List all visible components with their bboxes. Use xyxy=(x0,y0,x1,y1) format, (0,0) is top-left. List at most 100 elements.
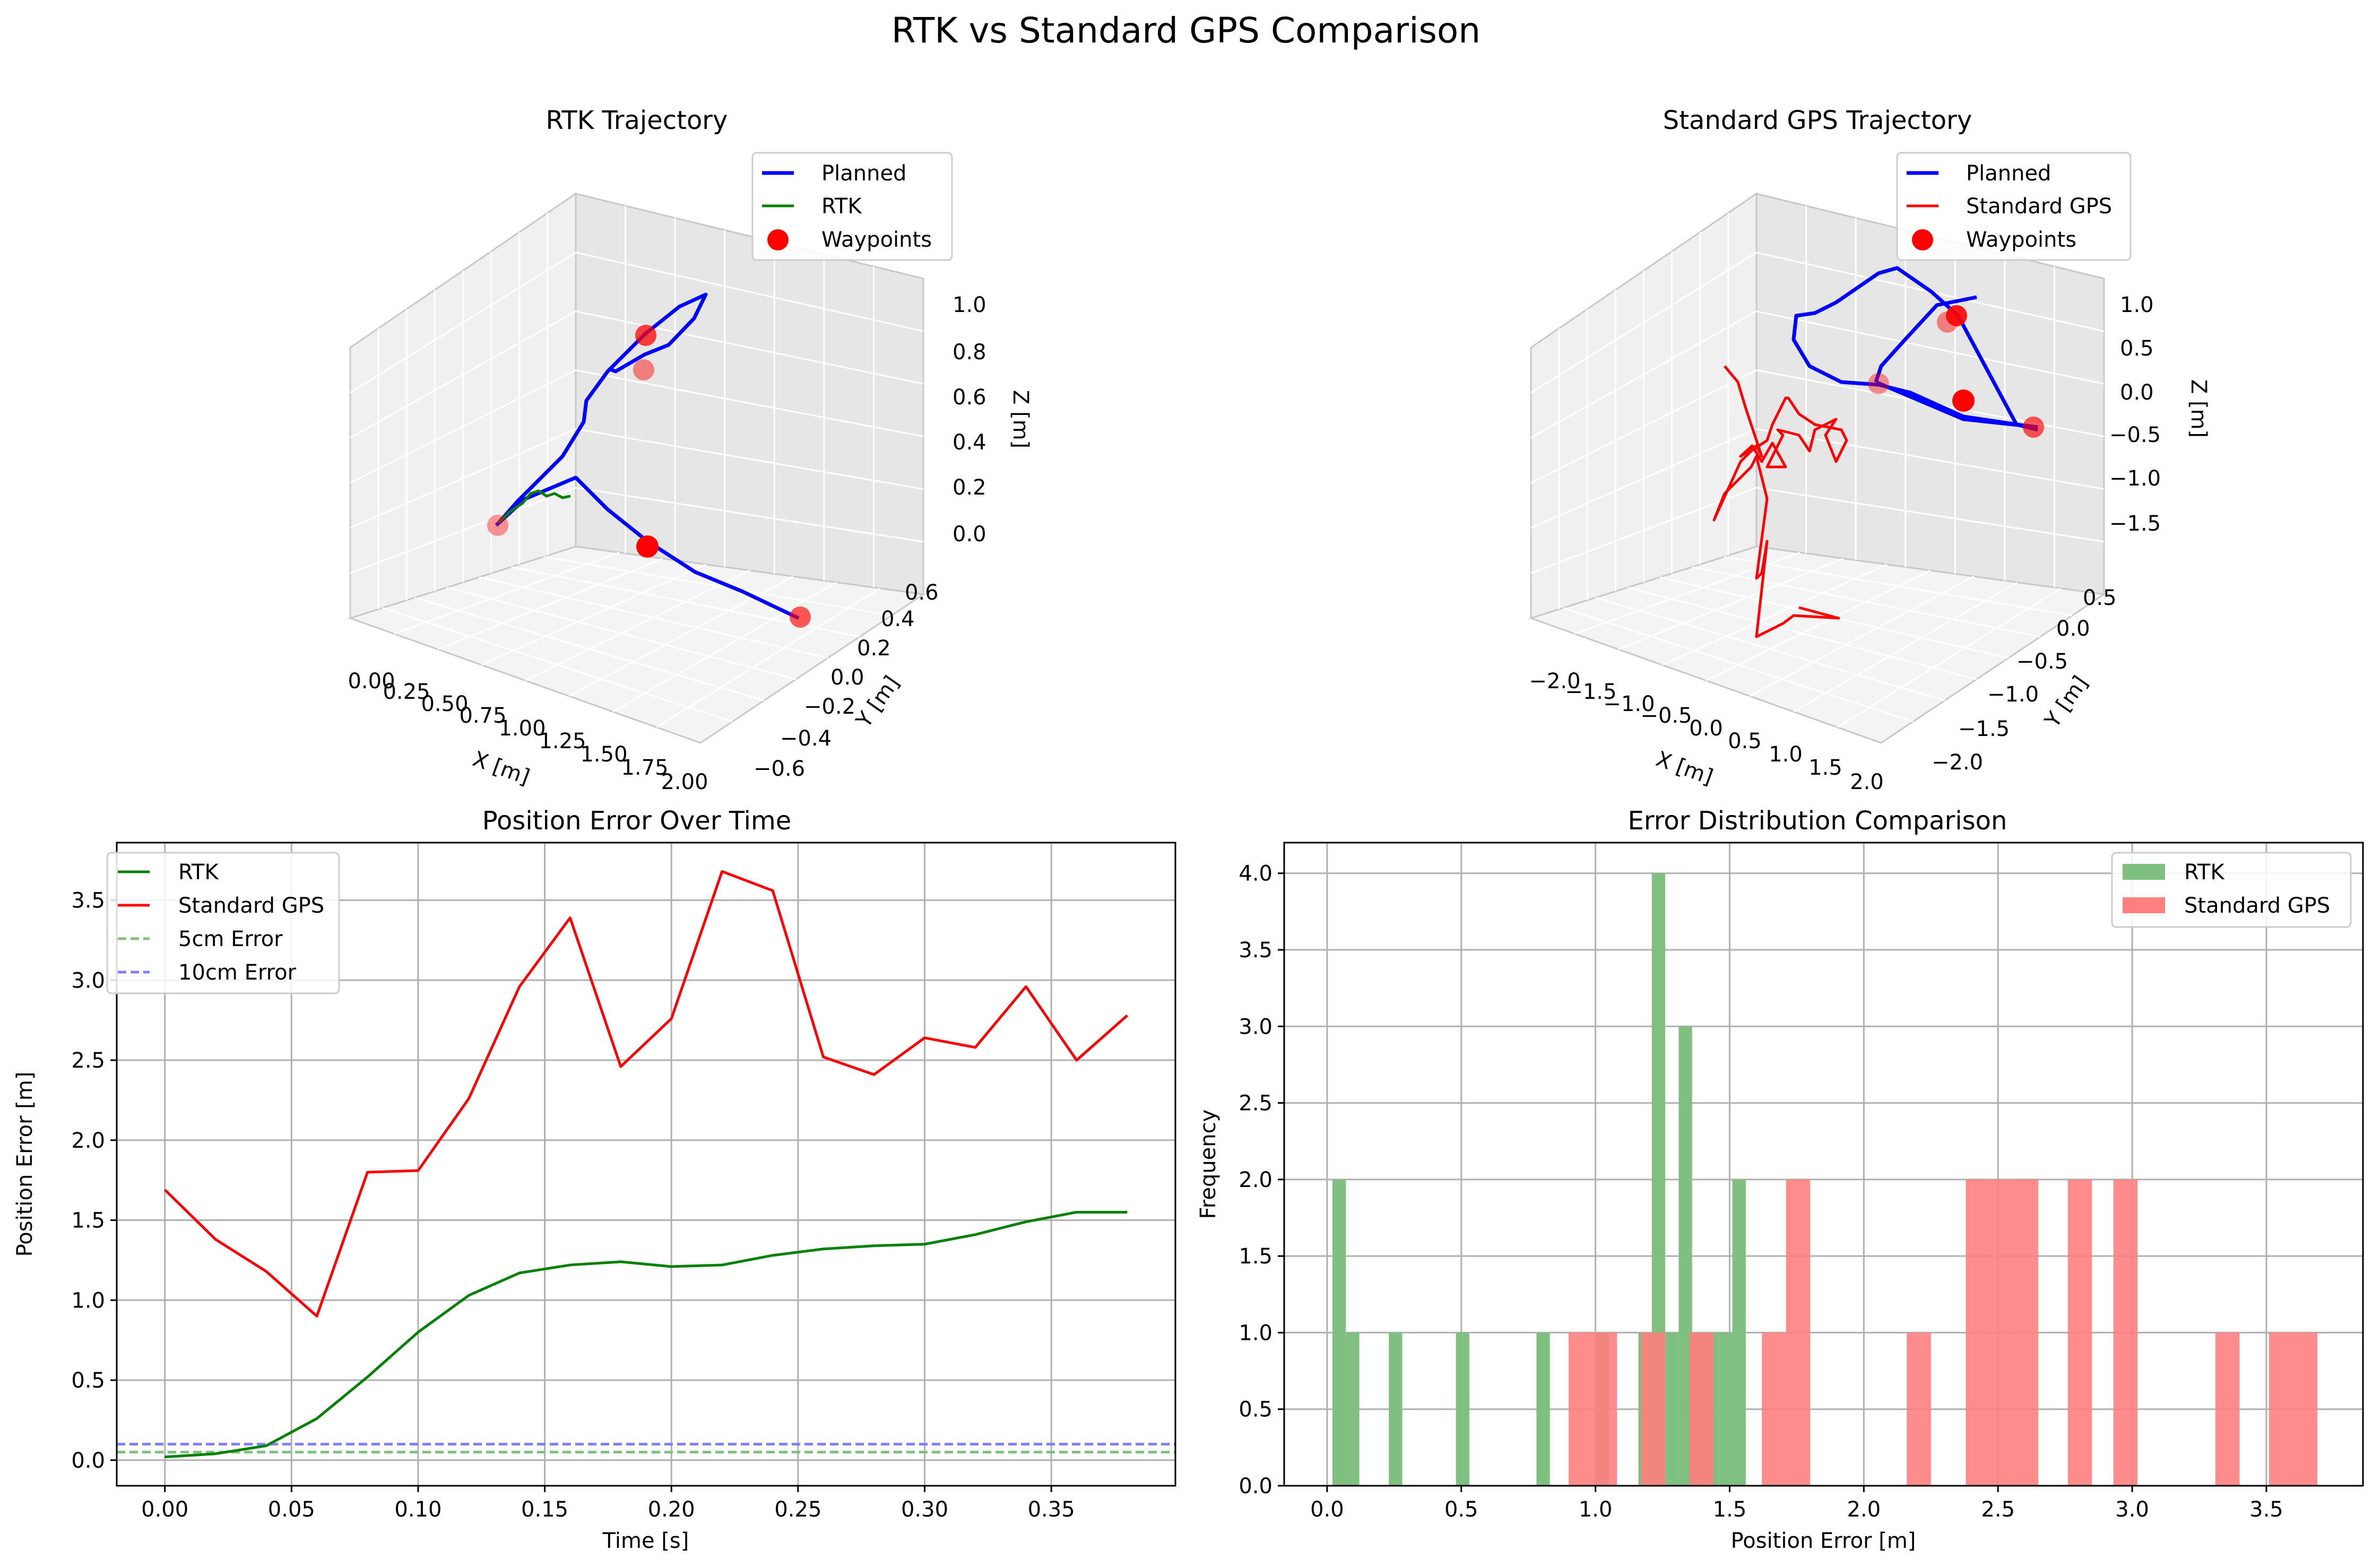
error-distribution-ticks: 0.0 0.5 1.0 1.5 2.0 2.5 3.0 3.5 0.0 0.5 1.0 1.5 2.0 2… xyxy=(1239,862,2283,1522)
pane-gridline xyxy=(575,428,924,490)
pane-gridline xyxy=(1692,566,2041,638)
gps-z-tick: 0.0 xyxy=(2120,380,2154,405)
rtk-z-tick: 0.6 xyxy=(953,385,986,410)
standard-gps-histogram-bar xyxy=(1641,1332,1666,1486)
position-error-panel: Position Error Over Time 0.00 0.05 0.10 0.1… xyxy=(13,806,1176,1553)
gps-trajectory-title: Standard GPS Trajectory xyxy=(1663,106,1972,135)
gps-x-axis-label: X [m] xyxy=(1653,747,1716,790)
pane-gridline xyxy=(656,587,880,728)
error-distribution-legend-standard-gps: Standard GPS xyxy=(2184,894,2330,918)
rtk-pane-floor xyxy=(348,545,926,744)
pane-gridline xyxy=(575,310,924,385)
pane-gridline xyxy=(437,558,663,651)
rtk-y-tick: 0.2 xyxy=(857,636,891,661)
y-tick-label: 1.0 xyxy=(71,1288,105,1313)
gps-trajectory-panel: Standard GPS Trajectory −2.0 −1.5 −1.0 −… xyxy=(1528,106,2211,794)
gps-y-tick: −2.0 xyxy=(1932,750,1983,775)
gps-z-axis-label: Z [m] xyxy=(2186,379,2211,438)
rtk-waypoint-marker xyxy=(487,515,508,536)
x-tick-label: 0.10 xyxy=(394,1497,441,1522)
rtk-waypoint-marker xyxy=(790,607,811,628)
rtk-x-tick: 1.25 xyxy=(539,729,586,753)
x-tick-label: 0.35 xyxy=(1028,1497,1075,1522)
rtk-x-tick: 0.00 xyxy=(348,669,395,694)
x-tick-label: 2.0 xyxy=(1847,1497,1881,1522)
rtk-error-line xyxy=(165,1210,1128,1459)
y-tick-label: 0.5 xyxy=(1239,1398,1272,1422)
standard-gps-histogram-bar xyxy=(2113,1179,2138,1486)
gps-legend-planned: Planned xyxy=(1966,161,2051,186)
y-tick-label: 2.0 xyxy=(71,1129,105,1153)
rtk-z-tick: 0.4 xyxy=(953,430,986,455)
standard-gps-histogram-bar xyxy=(1907,1332,1931,1486)
rtk-histogram-bar xyxy=(1665,1332,1679,1486)
x-tick-label: 0.30 xyxy=(901,1497,948,1522)
standard-gps-histogram-bar xyxy=(2014,1179,2039,1486)
rtk-x-tick: 0.50 xyxy=(421,692,468,716)
position-error-legend-standard-gps: Standard GPS xyxy=(178,894,324,918)
gps-legend-waypoint-swatch xyxy=(1912,229,1933,250)
x-tick-label: 0.05 xyxy=(268,1497,315,1522)
rtk-z-tick: 0.8 xyxy=(953,340,986,365)
pane-gridline xyxy=(1756,487,2105,543)
position-error-lines xyxy=(117,870,1175,1459)
gps-y-tick: −1.5 xyxy=(1958,717,2010,741)
x-tick-label: 0.5 xyxy=(1444,1497,1478,1522)
y-tick-label: 1.5 xyxy=(1239,1244,1272,1269)
gps-y-tick: 0.0 xyxy=(2056,617,2090,641)
rtk-legend: Planned RTK Waypoints xyxy=(751,152,953,261)
rtk-waypoint-marker xyxy=(635,325,656,346)
gps-measured-line xyxy=(1712,365,1848,638)
x-tick-label: 2.5 xyxy=(1981,1497,2015,1522)
rtk-x-tick: 0.25 xyxy=(383,680,430,704)
pane-gridline xyxy=(575,487,924,543)
gps-waypoint-marker xyxy=(1868,373,1889,394)
standard-gps-histogram-bar xyxy=(1762,1332,1786,1486)
error-distribution-legend-rtk-swatch xyxy=(2123,864,2165,880)
pane-gridline xyxy=(1724,556,2073,617)
gps-planned-line xyxy=(1878,383,2036,429)
rtk-y-tick: −0.4 xyxy=(780,726,832,751)
position-error-legend-rtk: RTK xyxy=(178,860,219,885)
position-error-legend-box xyxy=(106,852,340,994)
pane-gridline xyxy=(1749,575,1975,697)
y-tick-label: 0.0 xyxy=(1239,1474,1272,1498)
pane-gridline xyxy=(1756,428,2105,490)
error-distribution-y-axis-label: Frequency xyxy=(1196,1110,1220,1219)
position-error-plot-area xyxy=(116,842,1176,1487)
gps-waypoint-marker xyxy=(2023,417,2044,438)
pane-gridline xyxy=(446,586,797,680)
pane-gridline xyxy=(1618,558,1844,651)
error-distribution-legend-gps-swatch xyxy=(2123,897,2165,913)
gps-x-tick: 1.0 xyxy=(1769,742,1803,767)
rtk-y-tick: 0.6 xyxy=(905,581,939,605)
pane-gridline xyxy=(1627,586,1977,680)
y-tick-label: 1.0 xyxy=(1239,1321,1272,1345)
gps-waypoint-marker xyxy=(1946,305,1967,326)
position-error-legend: RTK Standard GPS 5cm Error 10cm Error xyxy=(106,852,340,994)
position-error-title: Position Error Over Time xyxy=(482,806,792,836)
gps-y-ticks: −2.0 −1.5 −1.0 −0.5 0.0 0.5 xyxy=(1932,586,2117,775)
pane-gridline xyxy=(1706,569,1931,681)
pane-gridline xyxy=(575,252,924,332)
rtk-histogram-bar xyxy=(1536,1332,1550,1486)
x-tick-label: 0.20 xyxy=(648,1497,695,1522)
standard-gps-histogram-bar xyxy=(1990,1179,2014,1486)
rtk-trajectory-title: RTK Trajectory xyxy=(546,106,728,135)
error-distribution-panel: Error Distribution Comparison 0.0 0.5 1.0 1… xyxy=(1196,806,2364,1553)
error-distribution-grid xyxy=(1284,843,2363,1487)
y-tick-label: 2.5 xyxy=(1239,1091,1272,1116)
gps-x-tick: −0.5 xyxy=(1640,704,1692,728)
rtk-trajectory-panel: RTK Trajectory 0.00 0.25 0.50 0.75 1.00 … xyxy=(348,106,1033,794)
rtk-x-tick: 1.75 xyxy=(621,756,668,780)
standard-gps-histogram-bar xyxy=(2067,1179,2092,1486)
gps-y-tick: −1.0 xyxy=(1987,682,2039,707)
gps-x-tick: −2.0 xyxy=(1529,669,1580,694)
gps-legend-waypoints: Waypoints xyxy=(1966,228,2076,252)
rtk-planned-line xyxy=(497,292,708,524)
rtk-y-tick: −0.6 xyxy=(754,757,805,781)
rtk-z-tick: 1.0 xyxy=(953,293,986,317)
standard-gps-histogram-bar xyxy=(2269,1332,2293,1486)
rtk-legend-box xyxy=(751,152,953,261)
